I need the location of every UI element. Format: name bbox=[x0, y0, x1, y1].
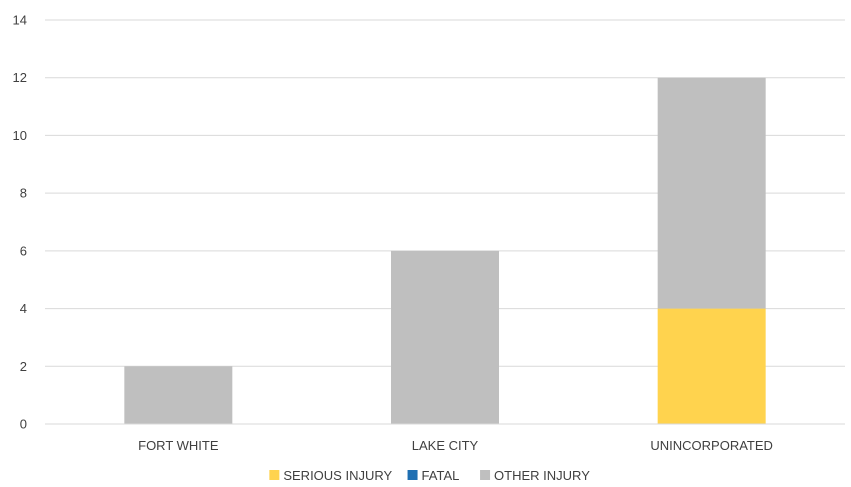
x-axis-category-labels: FORT WHITE LAKE CITY UNINCORPORATED bbox=[138, 438, 773, 453]
bar-other-injury-unincorporated bbox=[657, 77, 766, 309]
y-tick-label: 10 bbox=[13, 128, 27, 143]
bar-other-injury-fort-white bbox=[124, 366, 233, 424]
bar-marks bbox=[124, 77, 766, 424]
legend-swatch-fatal bbox=[407, 470, 418, 480]
y-tick-label: 4 bbox=[20, 301, 27, 316]
x-category-label: FORT WHITE bbox=[138, 438, 219, 453]
y-tick-label: 8 bbox=[20, 186, 27, 201]
y-tick-label: 6 bbox=[20, 243, 27, 258]
legend-label: OTHER INJURY bbox=[494, 468, 590, 483]
legend-label: FATAL bbox=[422, 468, 460, 483]
y-axis-tick-labels: 0 2 4 6 8 10 12 14 bbox=[13, 13, 27, 432]
legend: SERIOUS INJURY FATAL OTHER INJURY bbox=[269, 468, 590, 483]
legend-swatch-other-injury bbox=[480, 470, 491, 480]
bar-serious-injury-unincorporated bbox=[657, 308, 766, 424]
legend-swatch-serious-injury bbox=[269, 470, 280, 480]
y-tick-label: 2 bbox=[20, 359, 27, 374]
x-category-label: LAKE CITY bbox=[412, 438, 479, 453]
y-tick-label: 12 bbox=[13, 70, 27, 85]
bar-other-injury-lake-city bbox=[391, 250, 499, 424]
x-category-label: UNINCORPORATED bbox=[650, 438, 773, 453]
legend-label: SERIOUS INJURY bbox=[283, 468, 392, 483]
y-tick-label: 0 bbox=[20, 417, 27, 432]
y-tick-label: 14 bbox=[13, 13, 27, 28]
